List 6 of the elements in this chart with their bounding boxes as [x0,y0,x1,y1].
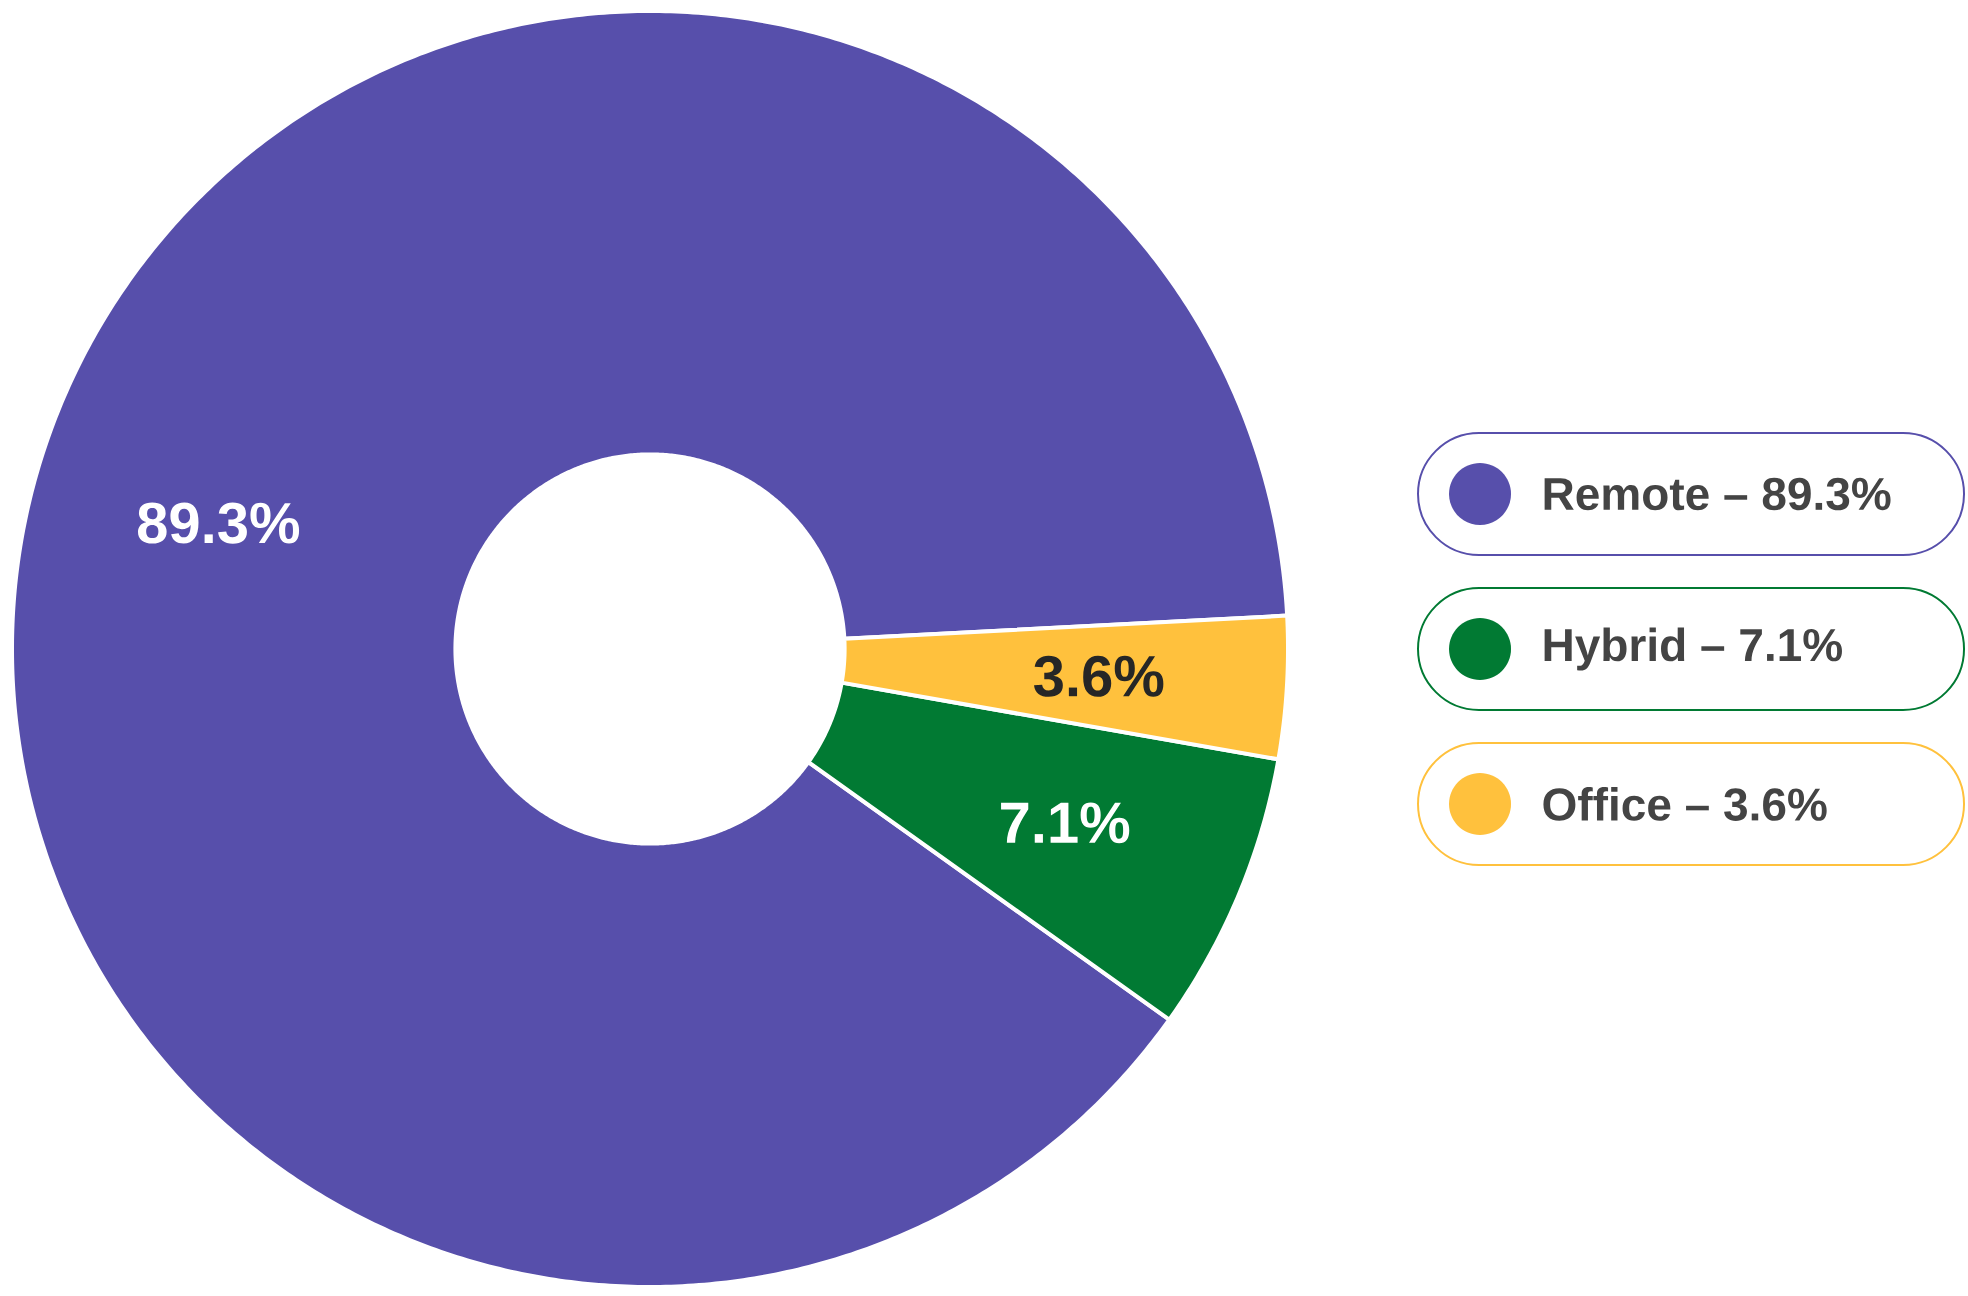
data-label: 3.6% [1034,655,1164,697]
legend-label: Remote – 89.3% [1544,477,1891,511]
legend-label: Office – 3.6% [1543,787,1827,821]
data-label: 89.3% [137,502,300,544]
legend-label: Hybrid – 7.1% [1544,627,1842,671]
data-label: 7.1% [1001,802,1130,844]
